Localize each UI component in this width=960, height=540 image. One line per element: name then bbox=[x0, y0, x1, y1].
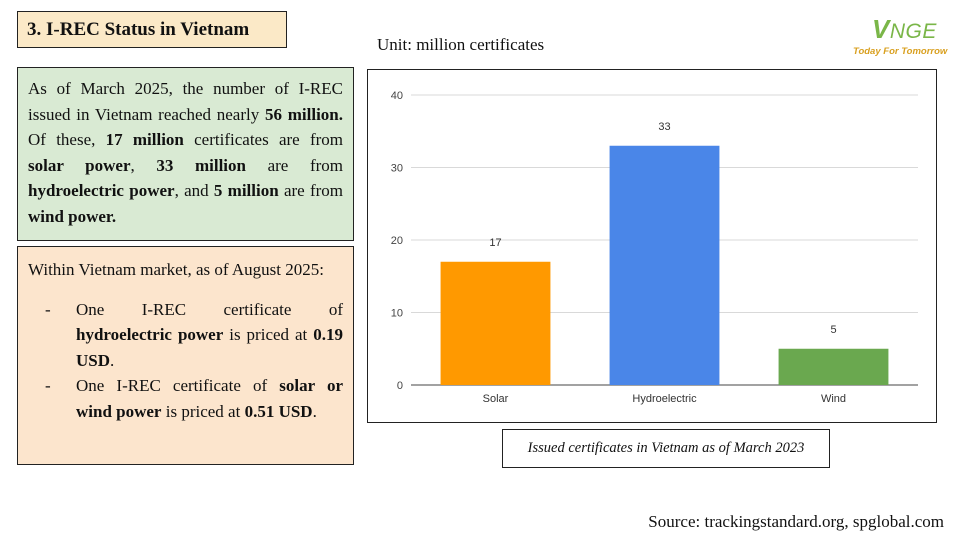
bar-chart-frame: 0 10 20 30 40 17 Solar 33 Hydroelectric 5 Wind bbox=[367, 69, 937, 423]
data-label: 17 bbox=[489, 237, 501, 249]
list-item: - One I-REC certificate of hydroelectric … bbox=[45, 299, 343, 370]
y-tick-label: 40 bbox=[391, 90, 403, 102]
pricing-intro: Within Vietnam market, as of August 2025… bbox=[28, 260, 324, 279]
source-note: Source: trackingstandard.org, spglobal.c… bbox=[648, 512, 944, 531]
bar-hydroelectric bbox=[609, 145, 720, 385]
list-item: - One I-REC certificate of solar or wind … bbox=[45, 376, 344, 421]
x-tick-label: Solar bbox=[483, 393, 509, 405]
y-tick-label: 20 bbox=[391, 235, 403, 247]
logo-mark: VNGE bbox=[872, 14, 937, 44]
data-label: 33 bbox=[658, 121, 670, 133]
pricing-box: Within Vietnam market, as of August 2025… bbox=[17, 246, 354, 465]
bar-wind bbox=[778, 348, 889, 385]
page-title: 3. I-REC Status in Vietnam bbox=[17, 11, 287, 48]
pricing-list: - One I-REC certificate of hydroelectric … bbox=[28, 297, 343, 425]
y-tick-label: 0 bbox=[397, 380, 403, 392]
logo-tagline: Today For Tomorrow bbox=[853, 46, 948, 57]
vnge-logo: VNGE Today For Tomorrow bbox=[850, 14, 948, 62]
y-tick-label: 30 bbox=[391, 163, 403, 175]
y-tick-label: 10 bbox=[391, 308, 403, 320]
chart-caption: Issued certificates in Vietnam as of Mar… bbox=[502, 429, 830, 468]
x-tick-label: Hydroelectric bbox=[632, 393, 697, 405]
summary-box: As of March 2025, the number of I-REC is… bbox=[17, 67, 354, 241]
data-label: 5 bbox=[830, 324, 836, 336]
chart-unit-label: Unit: million certificates bbox=[377, 35, 545, 54]
bar-chart: 0 10 20 30 40 17 Solar 33 Hydroelectric 5 Wind bbox=[391, 90, 918, 405]
bar-solar bbox=[440, 261, 551, 385]
x-tick-label: Wind bbox=[821, 393, 846, 405]
